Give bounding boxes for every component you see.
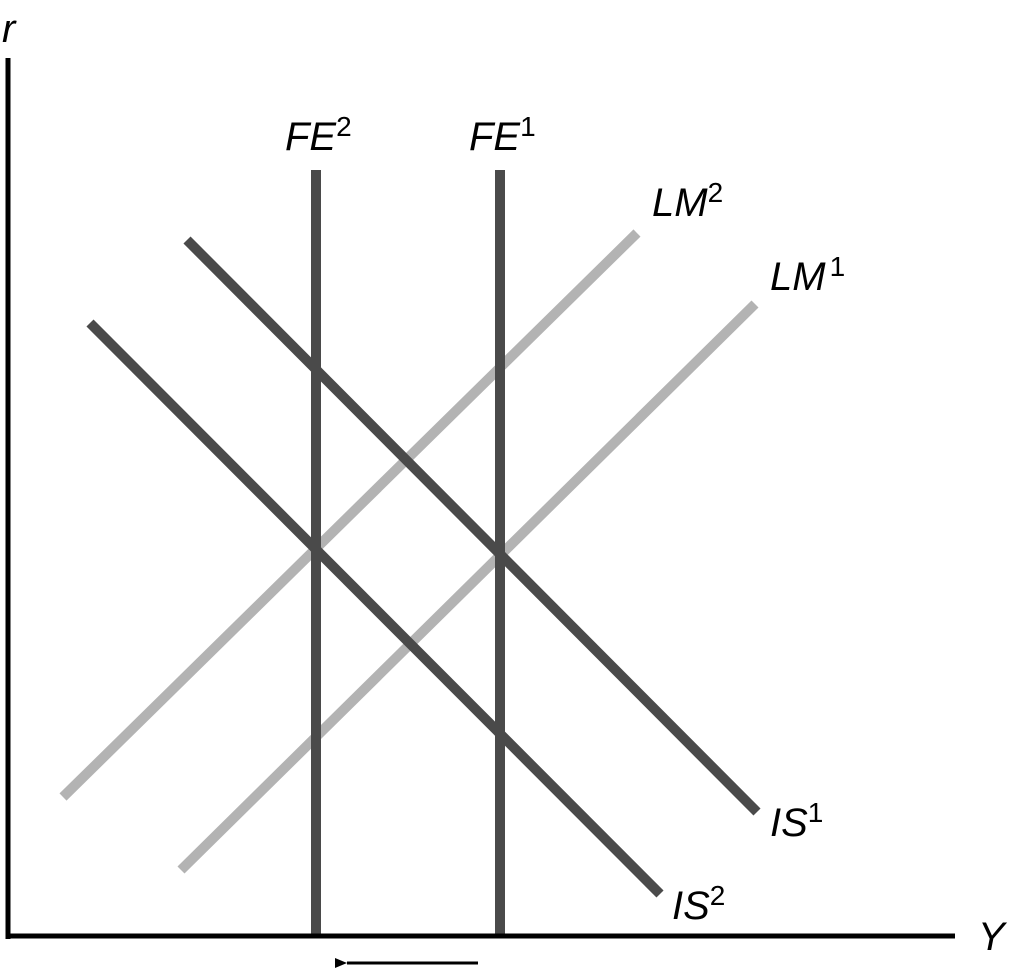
- lm1-curve: [177, 300, 759, 874]
- lm2-curve: [59, 229, 641, 801]
- is1-curve: [183, 236, 761, 816]
- label-superscript: 2: [710, 880, 726, 911]
- lm2-label: LM2: [652, 177, 723, 225]
- label-superscript: 1: [520, 111, 536, 142]
- label-base: LM: [652, 181, 708, 225]
- lm1-label: LM 1: [770, 251, 845, 299]
- label-superscript: 1: [808, 797, 824, 828]
- label-base: IS: [672, 884, 710, 928]
- y-axis-label: r: [2, 7, 17, 51]
- label-superscript: 2: [336, 111, 352, 142]
- label-base: FE: [285, 115, 337, 159]
- fe1-label: FE1: [469, 111, 536, 159]
- x-axis-label: Y: [978, 915, 1008, 959]
- is2-curve: [86, 319, 664, 898]
- is1-label: IS1: [770, 797, 823, 845]
- label-base: FE: [469, 115, 521, 159]
- fe2-label: FE2: [285, 111, 352, 159]
- label-base: IS: [770, 801, 808, 845]
- label-base: LM: [770, 255, 826, 299]
- label-superscript: 2: [708, 177, 724, 208]
- label-superscript: 1: [830, 251, 846, 282]
- is2-label: IS2: [672, 880, 725, 928]
